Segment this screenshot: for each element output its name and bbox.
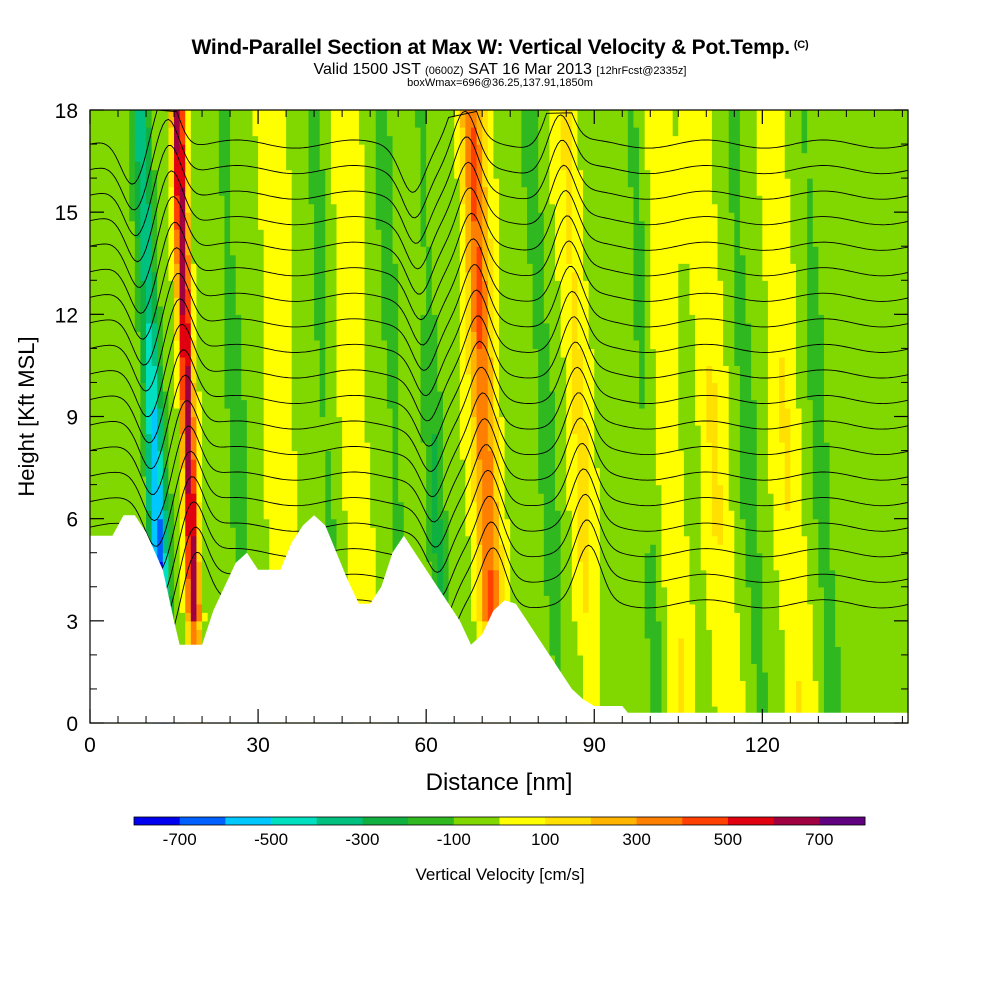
colorbar-frame <box>133 816 866 826</box>
forecast-tag: [12hrFcst@2335z] <box>596 65 687 77</box>
colorbar-swatch <box>773 817 820 825</box>
colorbar-swatch <box>682 817 729 825</box>
valid-date: SAT 16 Mar 2013 <box>468 61 592 78</box>
chart-title: Wind-Parallel Section at Max W: Vertical… <box>0 36 1000 60</box>
plot-area <box>89 109 909 724</box>
x-tick-label: 90 <box>583 734 606 757</box>
y-tick-label: 15 <box>55 202 78 225</box>
colorbar-swatch <box>727 817 775 825</box>
colorbar-swatch <box>819 817 866 825</box>
colorbar-swatch <box>316 817 363 825</box>
colorbar-tick-label: 700 <box>805 830 833 849</box>
y-tick-label: 9 <box>66 407 78 430</box>
colorbar-tick-label: 500 <box>714 830 742 849</box>
x-axis-label: Distance [nm] <box>426 769 573 796</box>
y-tick-label: 3 <box>66 611 78 634</box>
copyright-mark: (C) <box>793 39 809 51</box>
colorbar-tick-label: -700 <box>163 830 197 849</box>
y-axis-label: Height [Kft MSL] <box>14 336 39 496</box>
colorbar-swatch <box>179 817 226 825</box>
colorbar: -700 -500 -300 -100 100 300 500 700 Vertical Vel… <box>133 816 866 884</box>
x-tick-label: 60 <box>414 734 437 757</box>
y-tick-label: 0 <box>66 713 78 736</box>
chart-title-text: Wind-Parallel Section at Max W: Vertical… <box>191 36 791 59</box>
valid-prefix: Valid 1500 JST <box>313 61 421 78</box>
x-tick-label: 30 <box>246 734 269 757</box>
colorbar-swatch <box>408 817 455 825</box>
isentropes <box>89 109 909 651</box>
colorbar-label: Vertical Velocity [cm/s] <box>415 865 584 884</box>
colorbar-swatch <box>636 817 683 825</box>
colorbar-swatch <box>590 817 637 825</box>
colorbar-tick-label: 100 <box>531 830 559 849</box>
colorbar-tick-label: -300 <box>345 830 379 849</box>
colorbar-tick-label: -500 <box>254 830 288 849</box>
colorbar-swatch <box>362 817 409 825</box>
y-tick-label: 18 <box>55 100 78 123</box>
colorbar-swatch <box>499 817 546 825</box>
y-tick-label: 12 <box>55 304 78 327</box>
colorbar-swatch <box>453 817 500 825</box>
colorbar-swatch <box>225 817 272 825</box>
chart-subtitle: Valid 1500 JST (0600Z) SAT 16 Mar 2013 [… <box>0 61 1000 79</box>
axes: 0 30 60 90 120 0 3 6 9 12 15 18 Distance [nm] Height … <box>14 100 909 796</box>
colorbar-swatch <box>545 817 592 825</box>
colorbar-swatch <box>134 817 181 825</box>
x-tick-label: 120 <box>745 734 780 757</box>
colorbar-tick-label: -100 <box>437 830 471 849</box>
x-tick-label: 0 <box>84 734 96 757</box>
colorbar-tick-label: 300 <box>622 830 650 849</box>
y-tick-label: 6 <box>66 509 78 532</box>
terrain <box>90 515 908 723</box>
colorbar-swatch <box>271 817 318 825</box>
valid-zulu: (0600Z) <box>425 65 464 77</box>
chart-box-info: boxWmax=696@36.25,137.91,1850m <box>407 77 593 89</box>
